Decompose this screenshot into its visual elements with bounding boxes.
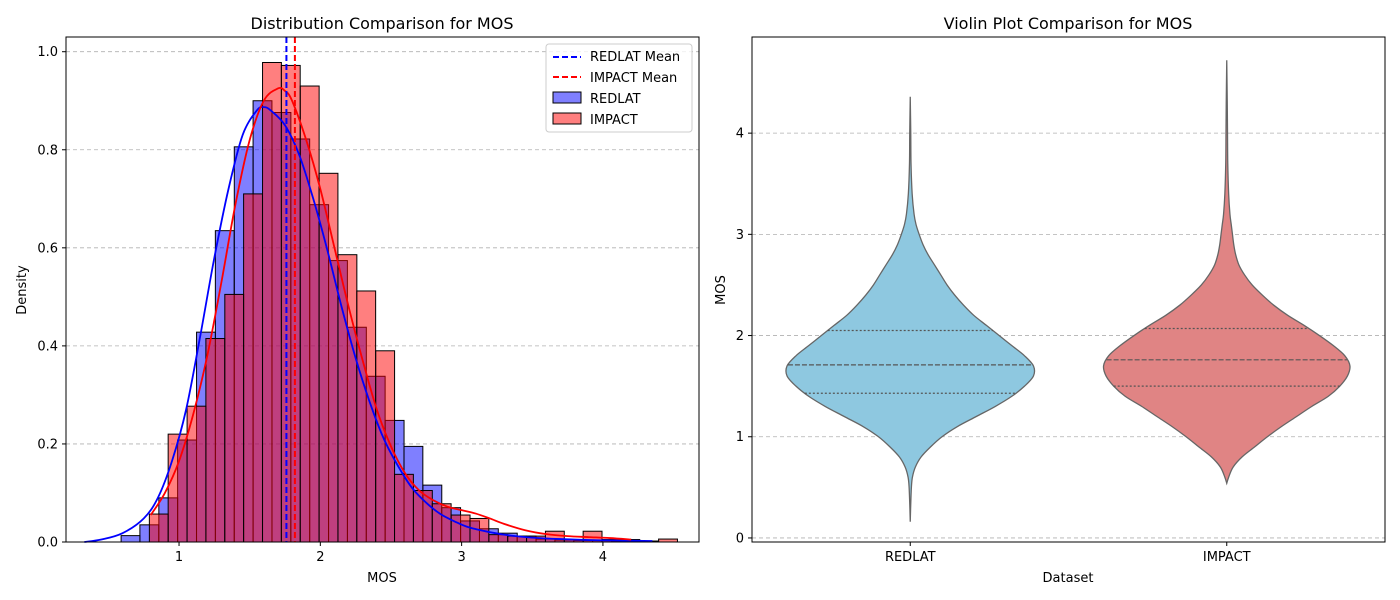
histogram-ytick-label: 0.6 bbox=[37, 241, 58, 256]
histogram-bar bbox=[299, 85, 320, 543]
violin-ytick-label: 0 bbox=[736, 531, 744, 546]
violin-redlat bbox=[785, 96, 1036, 522]
violin-body bbox=[1102, 60, 1351, 486]
histogram-frame bbox=[65, 36, 700, 543]
violin-shapes bbox=[785, 60, 1351, 522]
violin-ylabel: MOS bbox=[714, 275, 729, 305]
histogram-bar bbox=[243, 193, 263, 543]
histogram-kde-lines bbox=[84, 86, 653, 543]
histogram-ytick-label: 0.2 bbox=[37, 437, 58, 452]
histogram-bar bbox=[148, 513, 169, 543]
legend-impact-label: IMPACT bbox=[590, 113, 638, 128]
histogram-bar bbox=[167, 433, 188, 543]
violin-impact bbox=[1102, 60, 1351, 486]
histogram-bar bbox=[488, 534, 509, 543]
histogram-bar bbox=[205, 338, 226, 543]
histogram-legend: REDLAT Mean IMPACT Mean REDLAT IMPACT bbox=[545, 43, 693, 133]
histogram-xlabel: MOS bbox=[367, 571, 397, 586]
histogram-ytick-label: 0.4 bbox=[37, 339, 58, 354]
histogram-bar bbox=[120, 535, 141, 543]
histogram-ylabel: Density bbox=[15, 265, 30, 315]
histogram-bar bbox=[262, 61, 282, 543]
histogram-bar bbox=[450, 514, 471, 543]
histogram-bar bbox=[356, 290, 377, 543]
histogram-bar bbox=[337, 254, 358, 543]
kde-line-redlat bbox=[84, 106, 653, 543]
histogram-ticks: 0.0 0.2 0.4 0.6 0.8 1.0 1 2 3 4 bbox=[37, 45, 607, 565]
histogram-xtick-label: 3 bbox=[457, 550, 465, 565]
histogram-ytick-label: 1.0 bbox=[37, 45, 58, 60]
legend-redlat-mean-label: REDLAT Mean bbox=[590, 50, 680, 65]
violin-ytick-label: 3 bbox=[736, 228, 744, 243]
legend-impact-swatch bbox=[552, 112, 582, 125]
violin-xtick-label: IMPACT bbox=[1203, 550, 1251, 565]
legend-box bbox=[545, 43, 693, 133]
legend-redlat-swatch bbox=[552, 91, 582, 104]
histogram-xtick-label: 1 bbox=[175, 550, 183, 565]
violin-ytick-label: 4 bbox=[736, 127, 744, 142]
histogram-bars bbox=[120, 61, 678, 543]
violin-frame bbox=[751, 36, 1386, 543]
violin-xlabel: Dataset bbox=[1043, 571, 1094, 586]
legend-redlat-label: REDLAT bbox=[590, 92, 641, 107]
violin-ticks: 0 1 2 3 4 REDLAT IMPACT bbox=[736, 127, 1251, 565]
histogram-bar bbox=[224, 293, 245, 543]
histogram-mean-lines bbox=[285, 37, 296, 542]
violin-ytick-label: 2 bbox=[736, 329, 744, 344]
histogram-xtick-label: 4 bbox=[599, 550, 607, 565]
violin-body bbox=[785, 96, 1036, 522]
legend-impact-mean-label: IMPACT Mean bbox=[590, 71, 677, 86]
kde-line-impact bbox=[150, 86, 632, 541]
histogram-title: Distribution Comparison for MOS bbox=[251, 14, 514, 33]
histogram-ytick-label: 0.8 bbox=[37, 143, 58, 158]
histogram-ytick-label: 0.0 bbox=[37, 536, 58, 551]
histogram-bar bbox=[544, 530, 565, 543]
violin-title: Violin Plot Comparison for MOS bbox=[944, 14, 1193, 33]
histogram-xtick-label: 2 bbox=[316, 550, 324, 565]
violin-ytick-label: 1 bbox=[736, 430, 744, 445]
violin-xtick-label: REDLAT bbox=[885, 550, 936, 565]
violin-panel: Violin Plot Comparison for MOS 0 1 2 3 4 REDL… bbox=[714, 14, 1386, 586]
histogram-panel: Distribution Comparison for MOS 0.00.20.… bbox=[15, 14, 700, 586]
